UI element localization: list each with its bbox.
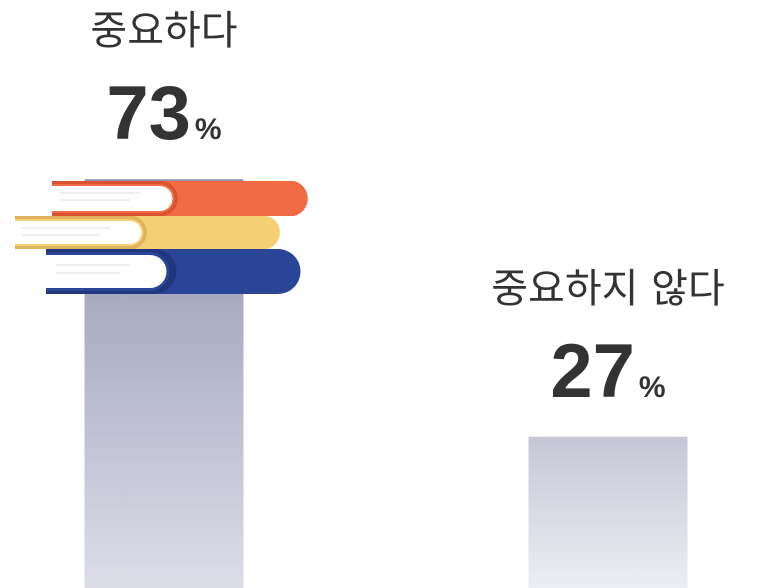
category-label: 중요하지 않다 [491, 266, 725, 312]
chart: 중요하다 73% 중요하지 않다 27% [0, 0, 782, 588]
book-stack [15, 181, 308, 294]
category-label: 중요하다 [90, 8, 237, 54]
bar [529, 437, 688, 588]
value-label: 73% [106, 71, 221, 156]
value-label: 27% [550, 329, 665, 414]
